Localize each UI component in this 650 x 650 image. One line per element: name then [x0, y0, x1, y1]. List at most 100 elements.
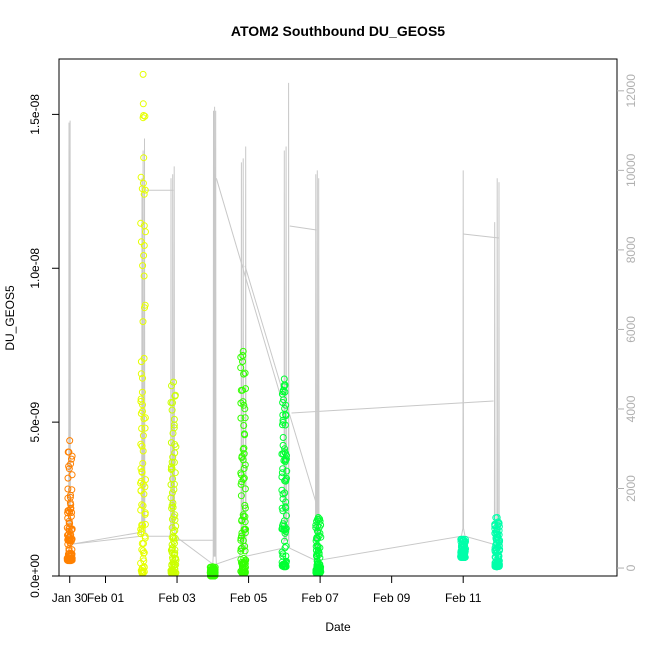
scatter-point — [237, 480, 245, 488]
scatter-point — [281, 448, 289, 456]
scatter-point-max — [209, 563, 217, 571]
scatter-point — [170, 424, 178, 432]
y-right-tick-label: 4000 — [624, 395, 638, 422]
scatter-point — [137, 370, 145, 378]
scatter-point — [241, 547, 249, 555]
x-tick-label: Feb 09 — [373, 591, 411, 605]
scatter-point — [139, 262, 147, 270]
scatter-point — [169, 558, 177, 566]
y-axis-label: DU_GEOS5 — [3, 285, 17, 351]
scatter-point-max — [314, 514, 322, 521]
scatter-point — [168, 465, 176, 472]
scatter-point — [137, 219, 145, 227]
scatter-point — [312, 524, 320, 532]
scatter-point — [170, 486, 178, 493]
scatter-point — [140, 222, 148, 230]
scatter-point — [169, 453, 177, 461]
scatter-point — [140, 490, 148, 498]
scatter-point — [168, 406, 176, 414]
scatter-point — [64, 514, 72, 522]
scatter-point — [171, 516, 179, 524]
scatter-point — [138, 425, 146, 432]
scatter-point-max — [493, 514, 501, 521]
scatter-point — [242, 385, 249, 393]
scatter-point — [141, 534, 149, 542]
scatter-point — [282, 498, 290, 506]
scatter-point — [139, 318, 147, 326]
scatter-point — [280, 526, 288, 534]
x-tick-label: Feb 07 — [301, 591, 339, 605]
scatter-point — [138, 546, 146, 554]
scatter-point — [141, 510, 149, 518]
scatter-point — [137, 440, 145, 448]
scatter-point — [492, 546, 500, 554]
scatter-point — [241, 501, 249, 509]
scatter-point — [495, 546, 503, 554]
scatter-point — [210, 564, 218, 572]
scatter-point — [170, 480, 178, 488]
scatter-point — [171, 539, 178, 547]
scatter-point — [171, 449, 179, 457]
scatter-point — [141, 520, 149, 528]
scatter-point — [279, 418, 287, 426]
scatter-point — [64, 474, 72, 482]
scatter-point — [279, 490, 287, 498]
scatter-point — [492, 528, 500, 536]
scatter-point — [171, 527, 179, 534]
y-left-tick-label: 1.0e-08 — [28, 248, 42, 289]
scatter-point — [314, 547, 322, 554]
scatter-point — [141, 483, 149, 491]
y-axis-left: 0.0e+00 5.0e-09 1.0e-08 1.5e-08 — [28, 94, 59, 598]
scatter-point — [238, 454, 246, 462]
altitude-transit — [289, 225, 317, 231]
scatter-point — [238, 517, 246, 525]
scatter-point-min — [459, 554, 467, 561]
scatter-point — [137, 395, 145, 403]
x-tick-label: Jan 30 — [52, 591, 88, 605]
scatter-point — [280, 396, 287, 404]
scatter-point — [139, 447, 147, 455]
y-right-tick-label: 8000 — [624, 236, 638, 263]
scatter-point — [241, 485, 249, 493]
scatter-point — [171, 441, 179, 448]
scatter-point — [240, 430, 248, 438]
scatter-point — [317, 533, 325, 541]
scatter-point — [168, 382, 175, 390]
scatter-point — [494, 536, 502, 544]
scatter-point — [239, 445, 247, 453]
scatter-point — [65, 465, 73, 473]
scatter-point — [237, 414, 245, 422]
scatter-point — [67, 460, 75, 468]
scatter-point — [459, 540, 467, 548]
scatter-point — [140, 252, 148, 259]
scatter-point-max — [459, 535, 467, 543]
y-right-tick-label: 12000 — [624, 74, 638, 108]
y-right-tick-label: 2000 — [624, 475, 638, 502]
scatter-point — [137, 398, 145, 405]
scatter-point — [240, 513, 247, 520]
scatter-point — [240, 465, 248, 472]
x-tick-label: Feb 03 — [158, 591, 196, 605]
scatter-point — [168, 549, 176, 557]
scatter-point-max — [66, 437, 74, 445]
scatter-point-max — [280, 375, 288, 383]
y-left-tick-label: 5.0e-09 — [28, 401, 42, 442]
scatter-point-max — [239, 347, 247, 355]
scatter-point — [168, 489, 176, 497]
scatter-point — [167, 399, 175, 406]
scatter-point — [238, 478, 246, 486]
scatter-point-min — [493, 563, 501, 571]
scatter-point — [281, 489, 289, 497]
scatter-point — [283, 512, 290, 520]
scatter-point — [141, 414, 149, 422]
scatter-point — [140, 272, 148, 280]
scatter-point — [237, 469, 245, 477]
scatter-point-min — [280, 563, 288, 571]
scatter-point — [139, 100, 147, 108]
scatter-point — [239, 398, 247, 406]
scatter-point — [239, 352, 247, 359]
scatter-point — [281, 544, 289, 552]
scatter-point — [279, 416, 287, 424]
scatter-point — [279, 507, 287, 515]
scatter-point — [138, 468, 146, 476]
